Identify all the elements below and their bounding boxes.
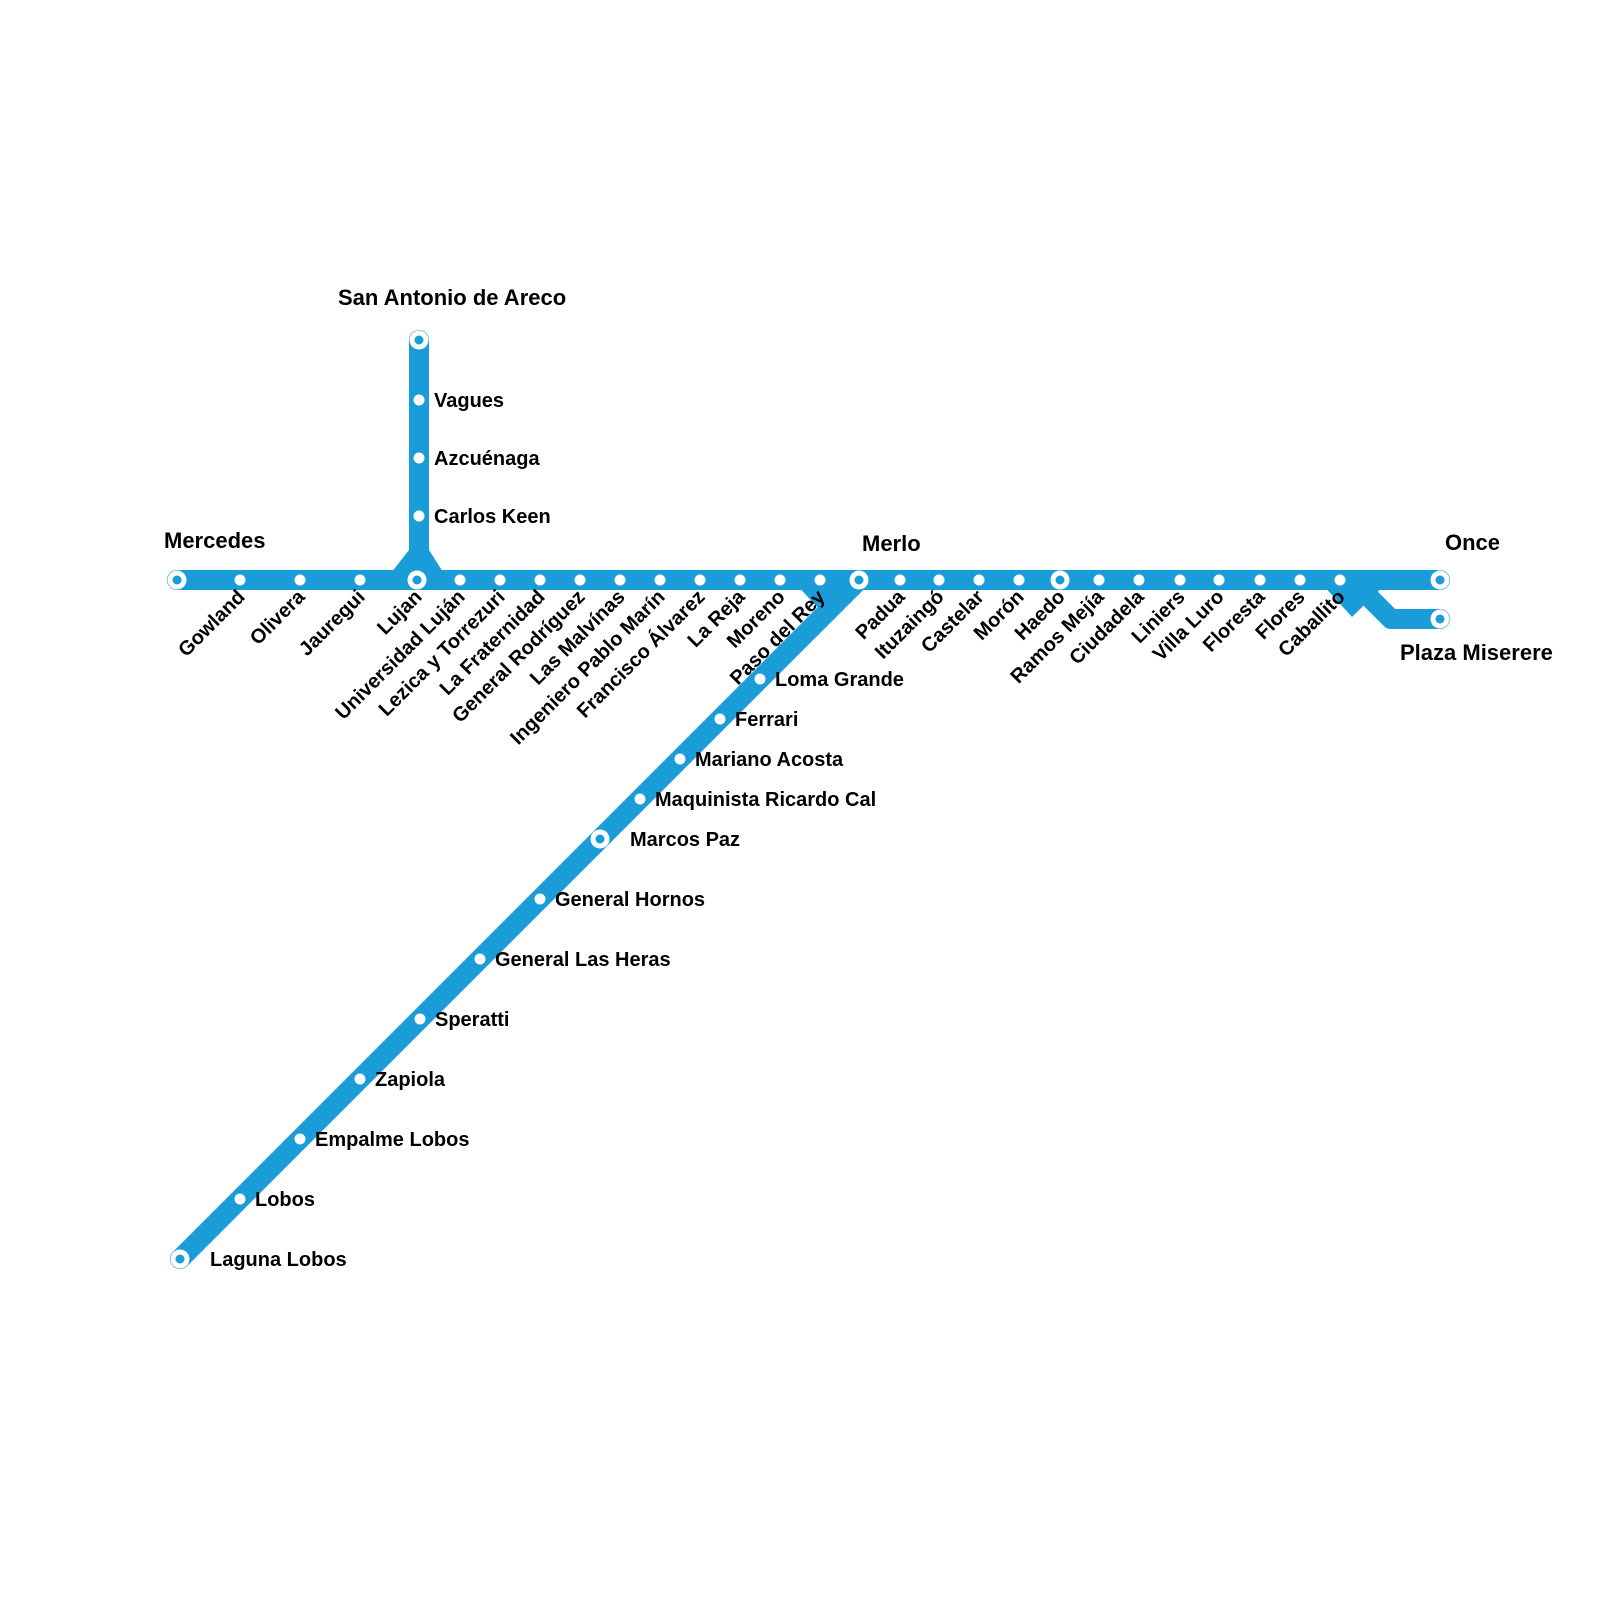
station-marker-once — [1430, 570, 1450, 590]
station-marker-lobos — [234, 1193, 246, 1205]
station-marker-empalme-lobos — [294, 1133, 306, 1145]
station-marker-maquinista-ricardo-cal — [634, 793, 646, 805]
station-marker-paso-del-rey — [814, 574, 826, 586]
station-marker-marcos-paz — [590, 829, 610, 849]
station-label-ferrari: Ferrari — [735, 709, 798, 731]
once-fork-flare — [1327, 589, 1380, 617]
station-marker-general-las-heras — [474, 953, 486, 965]
station-marker-lujan — [407, 570, 427, 590]
station-marker-francisco-alvarez — [694, 574, 706, 586]
station-label-marcos-paz: Marcos Paz — [630, 829, 740, 851]
station-marker-san-antonio-de-areco — [409, 330, 429, 350]
junction-flares — [393, 550, 1380, 621]
station-marker-carlos-keen — [413, 510, 425, 522]
station-label-once: Once — [1445, 530, 1500, 555]
station-marker-general-hornos — [534, 893, 546, 905]
station-label-azcuenaga: Azcuénaga — [434, 448, 540, 470]
station-label-plaza-miserere: Plaza Miserere — [1400, 640, 1553, 665]
station-label-carlos-keen: Carlos Keen — [434, 506, 551, 528]
station-marker-haedo — [1050, 570, 1070, 590]
station-marker-la-fraternidad — [534, 574, 546, 586]
station-marker-moreno — [774, 574, 786, 586]
station-marker-castelar — [973, 574, 985, 586]
station-marker-merlo — [849, 570, 869, 590]
station-label-speratti: Speratti — [435, 1009, 509, 1031]
station-marker-laguna-lobos — [170, 1249, 190, 1269]
station-marker-jauregui — [354, 574, 366, 586]
station-marker-villa-luro — [1213, 574, 1225, 586]
station-label-empalme-lobos: Empalme Lobos — [315, 1129, 469, 1151]
station-label-jauregui: Jauregui — [295, 586, 370, 661]
station-marker-zapiola — [354, 1073, 366, 1085]
station-marker-lezica-y-torrezuri — [494, 574, 506, 586]
merlo-junction-flare — [801, 589, 862, 621]
station-marker-flores — [1294, 574, 1306, 586]
station-label-san-antonio-de-areco: San Antonio de Areco — [338, 285, 566, 310]
station-label-vagues: Vagues — [434, 390, 504, 412]
station-marker-caballito — [1334, 574, 1346, 586]
station-marker-ituzaingo — [933, 574, 945, 586]
station-label-maquinista-ricardo-cal: Maquinista Ricardo Cal — [655, 789, 876, 811]
station-label-mercedes: Mercedes — [164, 528, 266, 553]
station-marker-universidad-lujan — [454, 574, 466, 586]
station-label-zapiola: Zapiola — [375, 1069, 446, 1091]
station-label-general-las-heras: General Las Heras — [495, 949, 671, 971]
station-marker-general-rodriguez — [574, 574, 586, 586]
station-marker-ciudadela — [1133, 574, 1145, 586]
station-marker-moron — [1013, 574, 1025, 586]
station-marker-gowland — [234, 574, 246, 586]
station-marker-mercedes — [167, 570, 187, 590]
station-marker-padua — [894, 574, 906, 586]
station-label-general-hornos: General Hornos — [555, 889, 705, 911]
station-marker-floresta — [1254, 574, 1266, 586]
lobos-branch-line — [170, 570, 869, 1269]
station-marker-ferrari — [714, 713, 726, 725]
station-label-laguna-lobos: Laguna Lobos — [210, 1249, 347, 1271]
station-label-lobos: Lobos — [255, 1189, 315, 1211]
station-marker-vagues — [413, 394, 425, 406]
station-marker-liniers — [1174, 574, 1186, 586]
station-marker-azcuenaga — [413, 452, 425, 464]
station-marker-la-reja — [734, 574, 746, 586]
station-marker-mariano-acosta — [674, 753, 686, 765]
station-marker-plaza-miserere — [1430, 609, 1450, 629]
station-label-gowland: Gowland — [174, 586, 249, 661]
station-marker-las-malvinas — [614, 574, 626, 586]
station-marker-ramos-mejia — [1093, 574, 1105, 586]
station-label-loma-grande: Loma Grande — [775, 669, 904, 691]
station-label-merlo: Merlo — [862, 531, 921, 556]
station-label-mariano-acosta: Mariano Acosta — [695, 749, 844, 771]
lujan-junction-flare — [393, 550, 442, 571]
station-marker-ingeniero-pablo-marin — [654, 574, 666, 586]
station-marker-olivera — [294, 574, 306, 586]
station-marker-speratti — [414, 1013, 426, 1025]
station-marker-loma-grande — [754, 673, 766, 685]
